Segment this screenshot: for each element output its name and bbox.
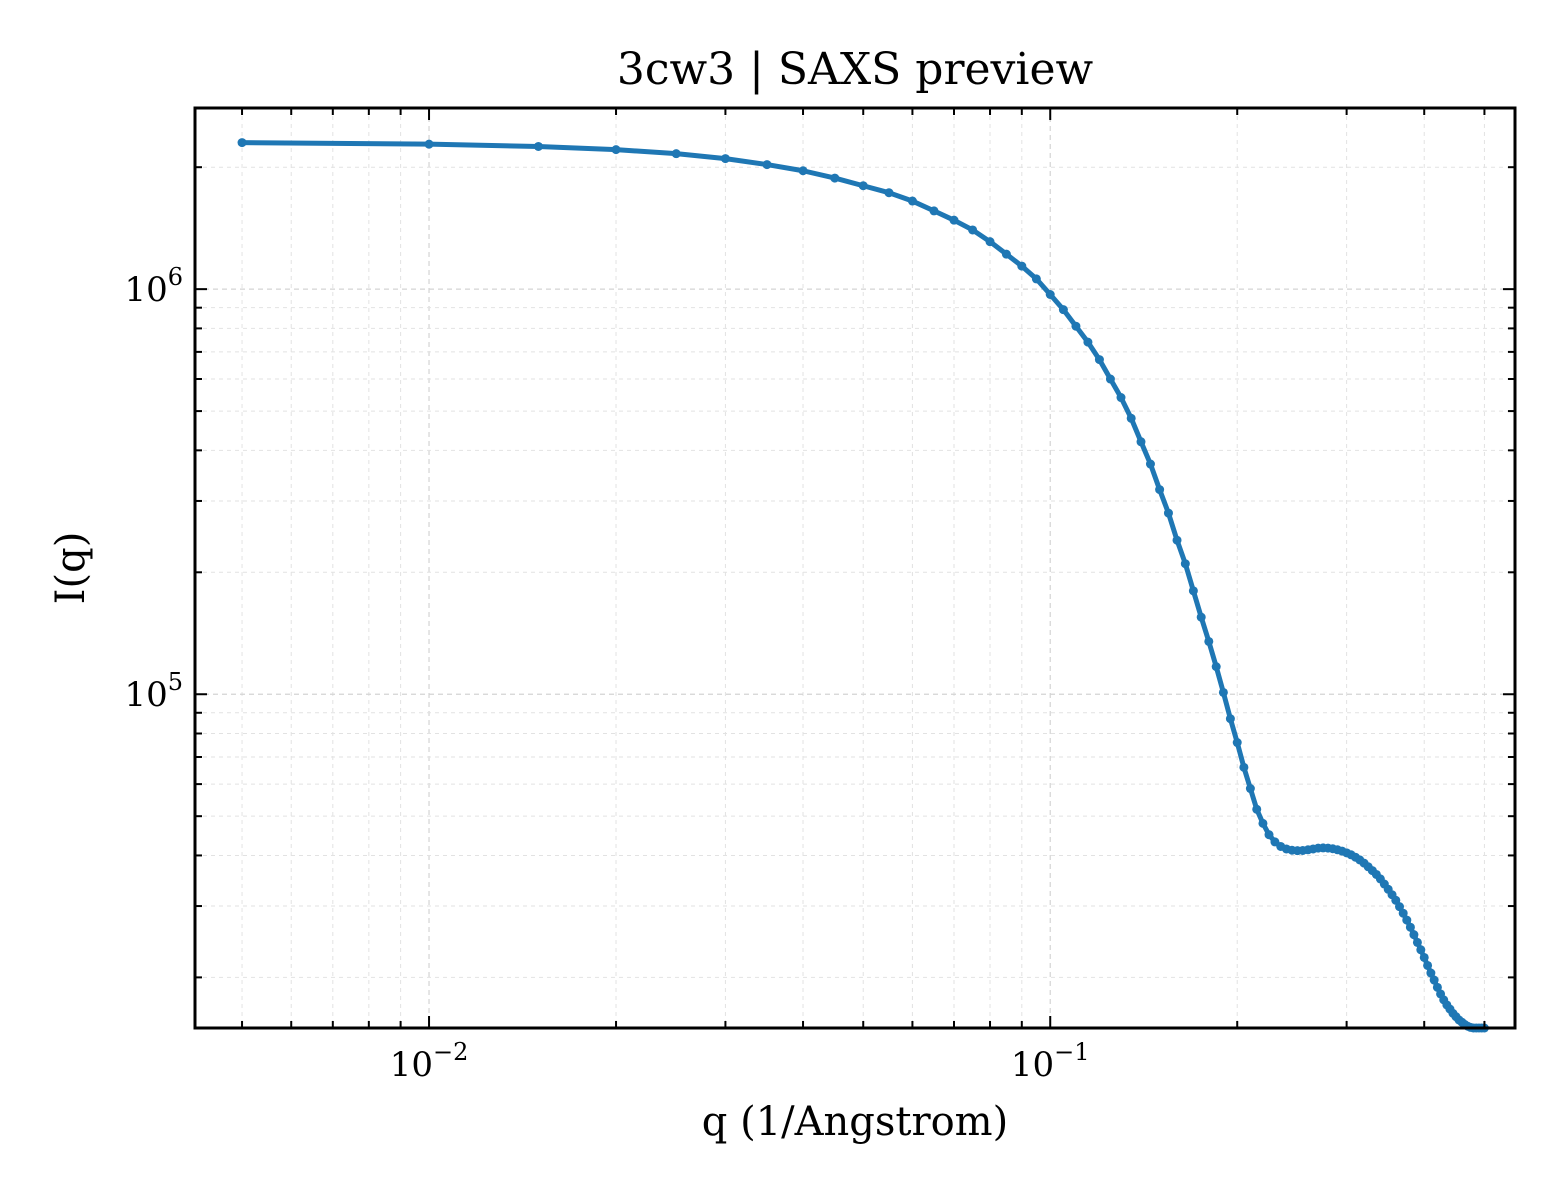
data-point [1395,902,1405,912]
data-point [1232,738,1242,748]
data-point [1180,559,1190,569]
data-point [1163,508,1173,518]
y-tick-label: 106 [124,263,183,310]
chart-title: 3cw3 | SAXS preview [617,44,1094,95]
y-tick-label-exponent: 6 [168,263,183,291]
data-point [1398,908,1408,918]
data-point [1031,274,1041,284]
plot-frame [193,106,1517,1030]
y-tick-label: 105 [124,668,183,715]
data-point [1116,393,1126,403]
data-point [1423,960,1433,970]
data-point [1412,937,1422,947]
data-point [237,138,247,148]
data-point [929,206,939,216]
data-point [533,141,543,151]
data-point [1211,662,1221,672]
data-point [1426,968,1436,978]
data-point [1045,290,1055,299]
data-point [798,166,808,176]
x-tick-label-base: 10 [390,1045,433,1085]
data-series [237,138,1489,1033]
data-point [830,173,840,183]
x-tick-label-base: 10 [1011,1045,1054,1085]
data-point [949,215,959,225]
data-point [1196,612,1206,622]
y-tick-label-base: 10 [124,675,167,715]
data-point [1155,485,1165,495]
data-point [858,181,868,191]
data-point [1245,784,1255,794]
data-point [611,145,621,155]
data-point [1145,459,1155,469]
data-point [1071,321,1081,331]
data-point [1188,586,1198,596]
data-point [1402,915,1412,925]
data-point [968,225,978,235]
data-point [1405,922,1415,932]
data-point [1416,945,1426,955]
data-point [985,237,995,247]
x-tick-label: 10−2 [390,1038,469,1085]
data-point [424,139,434,149]
data-point [1105,374,1115,384]
data-point [1239,762,1249,772]
y-tick-label-exponent: 5 [168,668,183,696]
data-point [1094,355,1104,365]
data-point [1136,437,1146,447]
y-tick-label-base: 10 [124,270,167,310]
data-point [671,149,681,159]
data-point [1252,804,1262,814]
data-point [1126,413,1136,423]
data-point [1419,952,1429,962]
data-point [1001,249,1011,259]
data-point [1264,830,1274,840]
grid [195,108,1515,1028]
data-point [1017,261,1027,271]
data-point [1429,975,1439,985]
data-point [884,188,894,198]
data-point [1409,930,1419,940]
data-point [1204,636,1214,646]
data-point [1258,818,1268,828]
data-point [1172,535,1182,545]
data-point [1218,687,1228,697]
x-tick-label: 10−1 [1011,1038,1090,1085]
data-point [762,160,772,170]
data-point [1058,305,1068,315]
y-axis-label: I(q) [48,532,94,605]
data-point [720,154,730,164]
x-tick-label-exponent: −1 [1054,1038,1089,1066]
x-tick-label-exponent: −2 [433,1038,468,1066]
data-point [1225,714,1235,724]
data-point [1083,337,1093,347]
x-axis-label: q (1/Angstrom) [702,1099,1008,1145]
data-point [907,196,917,206]
